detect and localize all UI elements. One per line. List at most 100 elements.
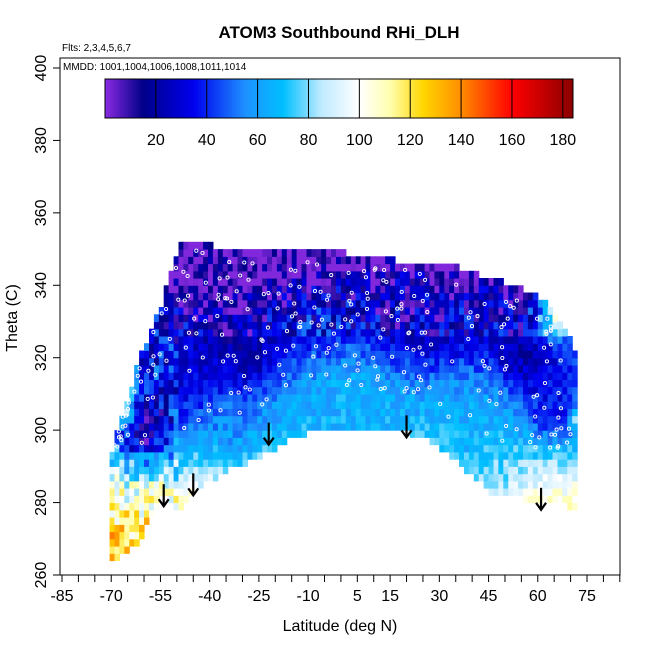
field-cell (212, 336, 219, 344)
field-cell (557, 444, 563, 453)
field-cell (257, 343, 263, 351)
field-cell (237, 437, 243, 446)
field-cell (109, 531, 116, 540)
field-cell (183, 278, 189, 286)
field-cell (375, 270, 381, 279)
field-cell (552, 451, 558, 460)
observation-point (326, 293, 331, 298)
field-cell (139, 422, 145, 431)
field-cell (370, 372, 376, 380)
colorbar-segment (562, 79, 566, 118)
field-cell (444, 292, 450, 301)
field-cell (449, 401, 455, 409)
field-cell (454, 437, 460, 446)
field-cell (483, 422, 490, 431)
field-cell (203, 249, 209, 257)
colorbar-segment (514, 79, 518, 118)
colorbar-segment (501, 79, 505, 118)
field-cell (350, 343, 357, 351)
observation-point (484, 431, 489, 436)
observation-point (480, 359, 485, 364)
field-cell (488, 473, 495, 482)
field-cell (444, 343, 450, 351)
field-cell (173, 278, 180, 286)
field-cell (385, 372, 391, 380)
observation-point (183, 345, 188, 350)
observation-point (116, 429, 121, 434)
arrow-marker (400, 415, 413, 440)
field-cell (247, 249, 253, 257)
field-cell (527, 480, 534, 489)
field-cell (434, 365, 440, 373)
field-cell (153, 393, 160, 402)
field-cell (350, 314, 357, 323)
field-cell (227, 256, 234, 265)
observation-point (438, 401, 443, 406)
observation-point (216, 297, 221, 302)
observation-point (231, 353, 236, 358)
field-cell (380, 365, 386, 373)
field-cell (326, 299, 332, 308)
field-cell (203, 314, 209, 323)
field-cell (562, 488, 568, 496)
field-cell (158, 386, 165, 395)
field-cell (331, 393, 337, 402)
field-cell (296, 299, 303, 308)
field-cell (311, 408, 317, 417)
field-cell (454, 278, 460, 286)
field-cell (542, 372, 549, 380)
field-cell (124, 451, 130, 460)
field-cell (523, 314, 529, 323)
field-cell (242, 357, 248, 366)
field-cell (247, 270, 253, 279)
field-cell (385, 350, 391, 359)
field-cell (149, 444, 155, 453)
field-cell (178, 430, 184, 438)
field-cell (572, 415, 578, 424)
field-cell (247, 422, 253, 431)
observation-point (533, 414, 538, 419)
field-cell (281, 401, 288, 409)
field-cell (149, 365, 155, 373)
field-cell (542, 437, 549, 446)
field-cell (286, 372, 293, 380)
observation-point (145, 396, 150, 401)
field-cell (424, 321, 431, 330)
colorbar-segment (435, 79, 439, 118)
plot-area: MMDD: 1001,1004,1006,1008,1011,1014 (59, 57, 621, 576)
field-cell (178, 365, 184, 373)
field-cell (523, 292, 529, 301)
flights-annotation: Flts: 2,3,4,5,6,7 (62, 43, 131, 54)
field-cell (464, 321, 470, 330)
field-cell (380, 314, 386, 323)
colorbar-segment (298, 79, 302, 118)
field-cell (478, 379, 485, 388)
field-cell (473, 365, 480, 373)
field-cell (395, 285, 401, 294)
field-cell (134, 538, 140, 547)
field-cell (301, 307, 307, 315)
field-cell (557, 365, 563, 373)
field-cell (168, 285, 175, 294)
observation-point (276, 291, 281, 296)
y-tick-label: 280 (33, 489, 50, 516)
field-cell (134, 502, 140, 511)
field-cell (478, 415, 485, 424)
field-cell (144, 343, 150, 351)
field-cell (424, 422, 431, 431)
field-cell (513, 415, 519, 424)
field-cell (247, 328, 253, 337)
observation-point (417, 345, 422, 350)
field-cell (331, 401, 337, 409)
field-cell (267, 343, 273, 351)
field-cell (345, 314, 352, 323)
field-cell (134, 393, 140, 402)
field-cell (409, 430, 416, 438)
field-cell (552, 343, 558, 351)
observation-point (476, 388, 481, 393)
field-cell (203, 357, 209, 366)
observation-point (119, 438, 124, 443)
field-cell (488, 480, 495, 489)
field-cell (124, 502, 130, 511)
field-cell (400, 278, 406, 286)
